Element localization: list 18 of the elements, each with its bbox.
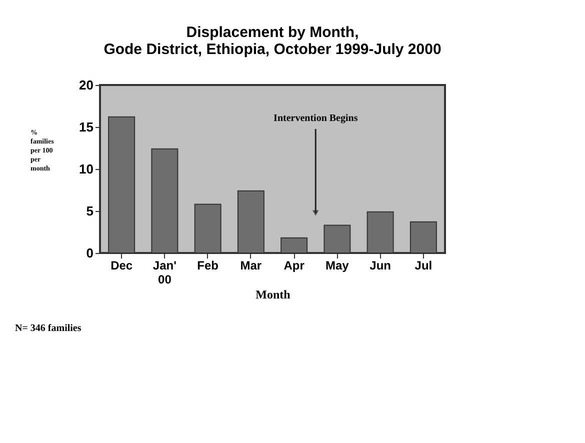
y-tick-label: 15	[79, 120, 94, 134]
x-tick-label: Mar	[240, 258, 262, 272]
x-tick-label: Apr	[284, 258, 305, 272]
x-tick-label: May	[326, 258, 350, 272]
x-tick-label: Jul	[414, 258, 432, 272]
y-tick-label: 20	[79, 78, 94, 92]
x-tick-label: Jun	[370, 258, 391, 272]
annotation: Intervention Begins	[274, 113, 358, 124]
text: Displacement by Month,	[186, 24, 359, 41]
text: N= 346 families	[15, 323, 82, 334]
x-tick-label: Jan' 00	[152, 258, 177, 286]
x-tick-label: Feb	[197, 258, 218, 272]
x-tick-label: Dec	[110, 258, 133, 272]
y-tick-label: 10	[79, 162, 94, 176]
y-tick-label: 0	[86, 246, 94, 260]
x-axis-title: Month	[256, 288, 291, 302]
y-tick-label: 5	[86, 204, 94, 218]
text: Gode District, Ethiopia, October 1999-July 2000	[104, 41, 442, 58]
